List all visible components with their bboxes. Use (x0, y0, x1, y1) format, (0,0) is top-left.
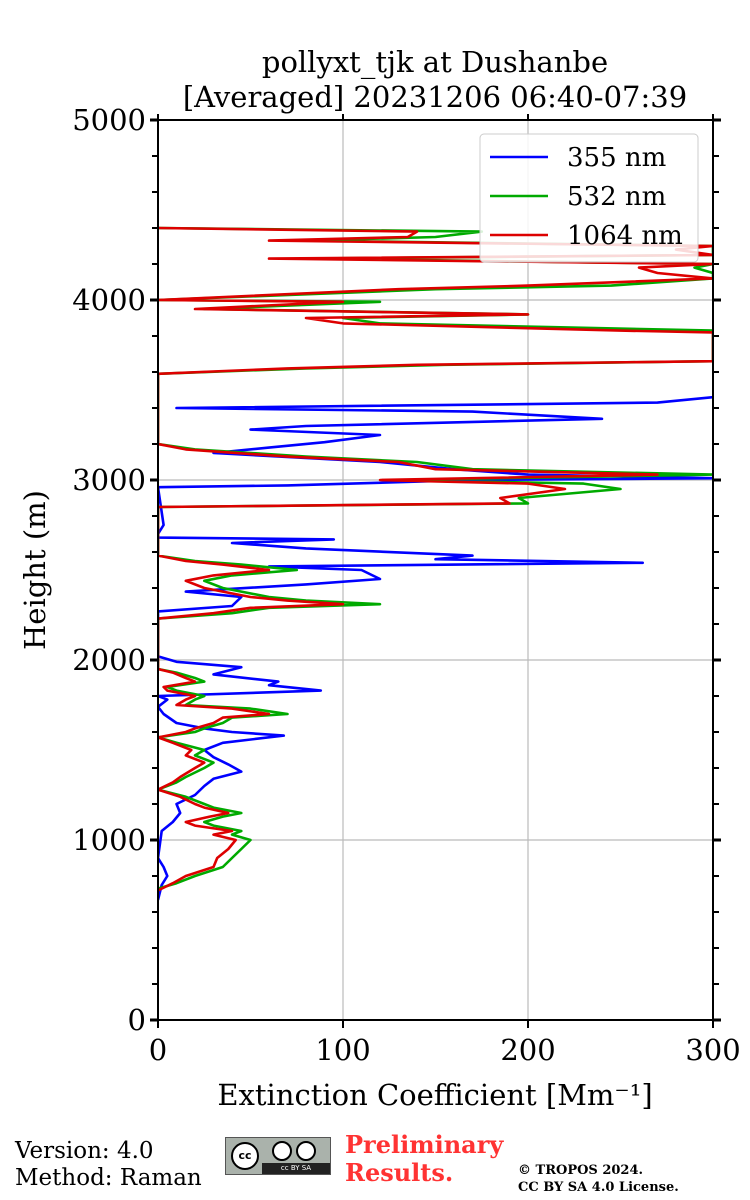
x-tick-label: 100 (315, 1033, 370, 1067)
cc-icon: cc (231, 1142, 259, 1170)
y-tick-label: 1000 (72, 823, 146, 857)
plot-frame (157, 119, 714, 1021)
by-icon (272, 1141, 292, 1161)
y-axis-label: Height (m) (18, 490, 52, 650)
method-text: Method: Raman (15, 1165, 202, 1191)
sa-icon (296, 1141, 316, 1161)
y-tick-label: 0 (128, 1003, 146, 1037)
cc-by-sa-badge: cc cc BY SA (225, 1137, 331, 1175)
legend-label: 1064 nm (567, 221, 683, 251)
copyright-line2: CC BY SA 4.0 License. (518, 1180, 679, 1195)
x-tick-label: 300 (685, 1033, 740, 1067)
x-axis-label: Extinction Coefficient [Mm⁻¹] (217, 1078, 652, 1112)
y-tick-label: 5000 (72, 103, 146, 137)
copyright-line1: © TROPOS 2024. (518, 1163, 644, 1178)
legend-label: 532 nm (567, 182, 666, 212)
cc-badge-text: cc BY SA (262, 1163, 330, 1174)
y-tick-label: 4000 (72, 283, 146, 317)
legend-label: 355 nm (567, 143, 666, 173)
x-tick-label: 200 (500, 1033, 555, 1067)
version-text: Version: 4.0 (15, 1138, 154, 1164)
series-line-532-nm (158, 226, 713, 890)
y-tick-label: 2000 (72, 643, 146, 677)
x-tick-label: 0 (149, 1033, 167, 1067)
y-tick-label: 3000 (72, 463, 146, 497)
chart-title-line2: [Averaged] 20231206 06:40-07:39 (183, 80, 687, 114)
preliminary-line2: Results. (345, 1158, 454, 1187)
legend: 355 nm 532 nm 1064 nm (479, 133, 699, 263)
series-line-1064-nm (158, 226, 713, 892)
chart-title-line1: pollyxt_tjk at Dushanbe (262, 45, 608, 80)
preliminary-line1: Preliminary (345, 1130, 504, 1159)
